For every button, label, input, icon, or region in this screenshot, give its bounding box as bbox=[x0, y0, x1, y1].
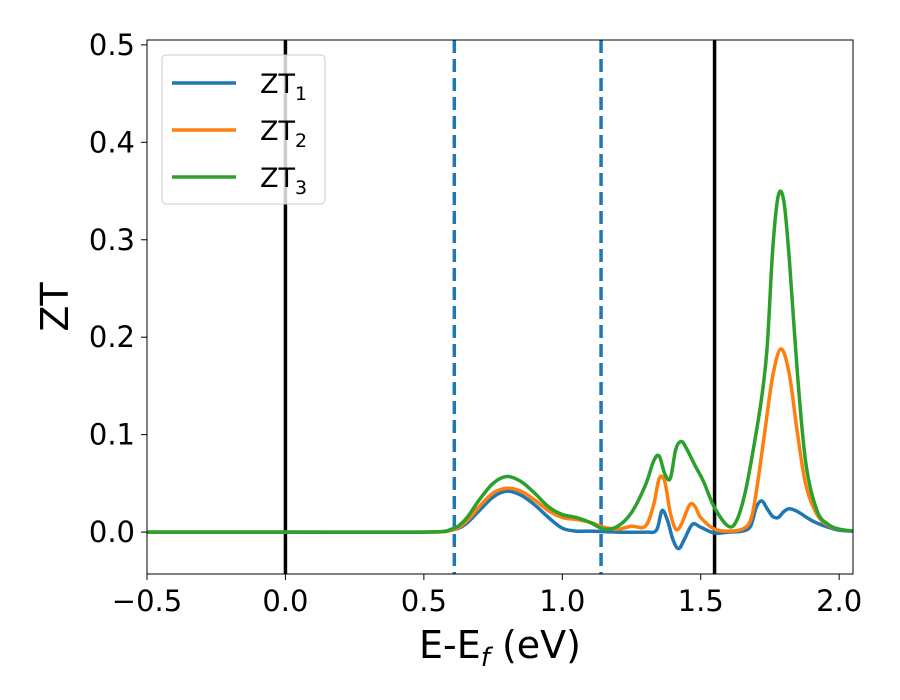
y-tick-label: 0.0 bbox=[89, 515, 135, 549]
y-tick-label: 0.3 bbox=[89, 223, 135, 257]
y-tick-label: 0.4 bbox=[89, 125, 135, 159]
y-axis-title: ZT bbox=[33, 282, 77, 332]
series-line-zt2 bbox=[147, 347, 853, 534]
x-tick-label: 1.0 bbox=[539, 584, 585, 618]
x-axis: −0.5 0.0 0.5 1.0 1.5 2.0 bbox=[112, 574, 862, 618]
x-tick-label: 2.0 bbox=[816, 584, 862, 618]
x-axis-title-unit: (eV) bbox=[490, 623, 581, 667]
legend-box bbox=[161, 54, 326, 205]
legend-label-zt1: ZT1 bbox=[260, 69, 307, 105]
legend: ZT1 ZT2 ZT3 bbox=[161, 54, 326, 205]
legend-label-zt2: ZT2 bbox=[260, 116, 307, 152]
x-tick-label: 1.5 bbox=[678, 584, 724, 618]
legend-items: ZT1 ZT2 ZT3 bbox=[172, 69, 307, 199]
y-axis: 0.0 0.1 0.2 0.3 0.4 0.5 bbox=[89, 28, 147, 549]
y-tick-label: 0.2 bbox=[89, 320, 135, 354]
series-group bbox=[147, 189, 853, 551]
x-tick-label: −0.5 bbox=[112, 584, 182, 618]
y-tick-label: 0.1 bbox=[89, 418, 135, 452]
series-line-zt3 bbox=[147, 189, 853, 535]
x-tick-label: 0.5 bbox=[401, 584, 447, 618]
legend-label-zt3: ZT3 bbox=[260, 163, 307, 199]
x-tick-label: 0.0 bbox=[262, 584, 308, 618]
plot-frame bbox=[146, 39, 854, 575]
series-line-zt1 bbox=[147, 489, 853, 551]
x-axis-title-main: E-E bbox=[419, 623, 481, 667]
y-tick-label: 0.5 bbox=[89, 28, 135, 62]
x-axis-title: E-Ef (eV) bbox=[419, 623, 581, 673]
